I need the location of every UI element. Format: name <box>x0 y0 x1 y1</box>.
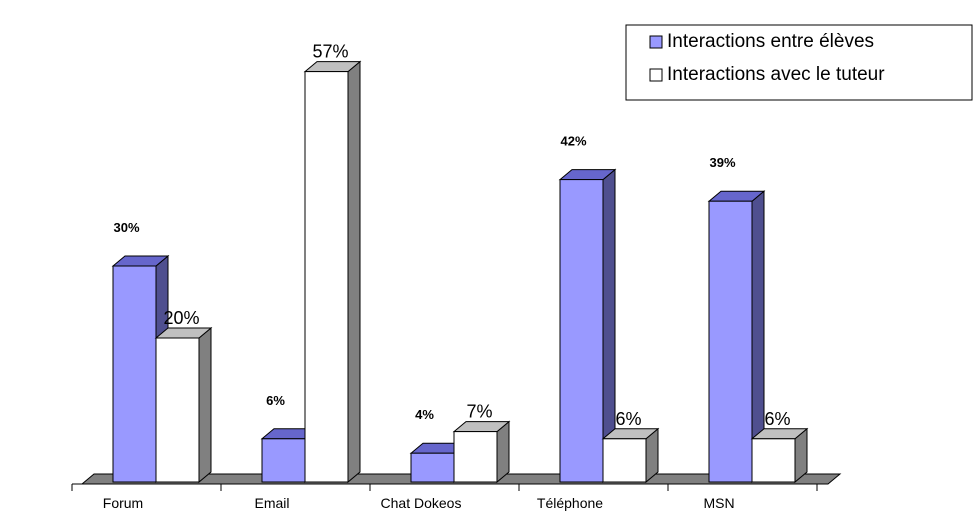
data-label: 6% <box>615 409 641 429</box>
bar-front <box>410 452 455 483</box>
bar-front <box>155 337 200 483</box>
data-label: 7% <box>466 402 492 422</box>
bar-front <box>602 438 647 483</box>
bar-tuteur <box>601 427 660 484</box>
bar-front <box>751 438 796 483</box>
data-label: 6% <box>764 409 790 429</box>
data-label: 57% <box>312 42 348 62</box>
data-label: 39% <box>709 155 735 170</box>
bar-front <box>559 179 604 483</box>
bar-eleves <box>558 168 617 484</box>
data-label: 20% <box>163 308 199 328</box>
x-tick-label: Chat Dokeos <box>381 495 462 511</box>
data-label: 30% <box>113 220 139 235</box>
bar-tuteur <box>154 326 213 484</box>
x-tick-label: Téléphone <box>537 495 603 511</box>
legend-box <box>625 24 973 101</box>
bar-front <box>708 200 753 483</box>
legend-label: Interactions avec le tuteur <box>667 64 885 85</box>
bars-group <box>111 60 809 484</box>
bar-side <box>198 326 212 484</box>
data-label: 42% <box>560 134 586 149</box>
bar-front <box>453 431 498 483</box>
legend-swatch <box>649 35 663 49</box>
legend: Interactions entre élèves Interactions av… <box>625 24 973 101</box>
bar-tuteur <box>750 427 809 484</box>
data-label: 6% <box>266 393 285 408</box>
x-axis: Forum Email Chat Dokeos Téléphone MSN <box>71 483 828 511</box>
bar-tuteur <box>303 60 362 484</box>
data-label: 4% <box>415 407 434 422</box>
bar-front <box>304 71 349 483</box>
bar-front <box>261 438 306 483</box>
bar-side <box>347 60 361 484</box>
data-labels-group: 30% 20% 6% 57% 4% 7% 42% 6% 39% 6% <box>113 42 790 429</box>
bar-tuteur <box>452 420 511 484</box>
bar-front <box>112 265 157 483</box>
bar-eleves <box>707 190 766 484</box>
legend-label: Interactions entre élèves <box>667 31 874 52</box>
x-tick-label: Forum <box>103 495 143 511</box>
legend-swatch <box>649 68 663 82</box>
x-tick-label: MSN <box>703 495 734 511</box>
x-tick-label: Email <box>254 495 289 511</box>
